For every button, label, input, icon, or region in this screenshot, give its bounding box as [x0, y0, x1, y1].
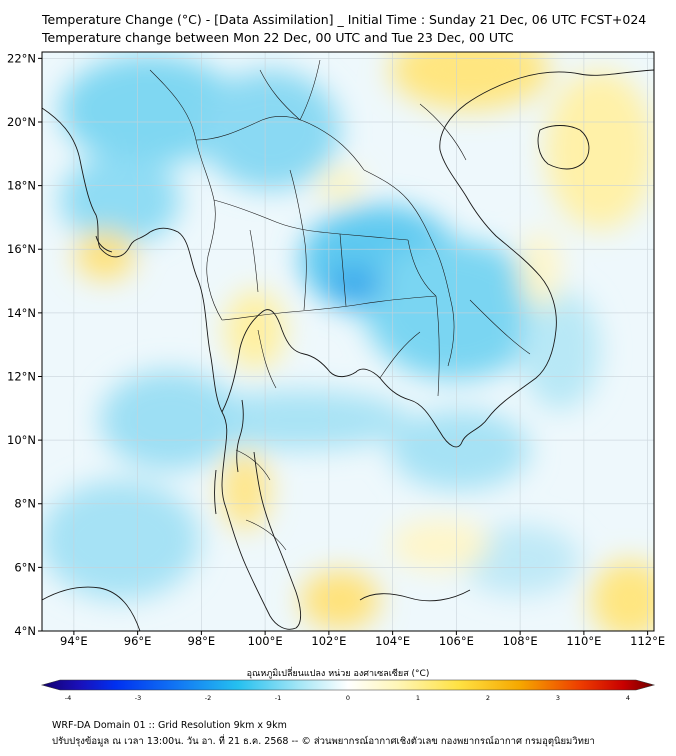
colorbar-bar	[40, 679, 656, 691]
lon-tick-label: 104°E	[375, 634, 410, 648]
lon-tick-label: 102°E	[311, 634, 346, 648]
lon-tick-label: 108°E	[503, 634, 538, 648]
lon-tick-label: 100°E	[248, 634, 283, 648]
graticule	[42, 52, 654, 631]
map-frame	[41, 51, 655, 632]
lon-tick-label: 112°E	[630, 634, 665, 648]
lat-tick-label: 22°N	[7, 51, 36, 65]
longitude-axis: 94°E 96°E 98°E 100°E 102°E 104°E 106°E 108°E 110…	[60, 631, 665, 648]
footer-update-info: ปรับปรุงข้อมูล ณ เวลา 13:00น. วัน อา. ที…	[52, 736, 595, 747]
lat-tick-label: 12°N	[7, 369, 36, 383]
lon-tick-label: 110°E	[566, 634, 601, 648]
colorbar-tick-label: -3	[135, 694, 141, 700]
colorbar-tick-label: 4	[626, 694, 630, 700]
admin-borders	[149, 59, 531, 551]
lat-tick-label: 16°N	[7, 242, 36, 256]
latitude-axis: 22°N 20°N 18°N 16°N 14°N 12°N 10°N 8°N 6°N 4°N	[7, 51, 42, 638]
lat-tick-label: 4°N	[14, 624, 36, 638]
lat-tick-label: 8°N	[14, 497, 36, 511]
lat-tick-label: 20°N	[7, 115, 36, 129]
lon-tick-label: 96°E	[124, 634, 152, 648]
colorbar-tick-label: -2	[205, 694, 211, 700]
lat-tick-label: 18°N	[7, 179, 36, 193]
lon-tick-label: 98°E	[188, 634, 216, 648]
coastline-borders	[42, 69, 654, 631]
colorbar: -4 -3 -2 -1 0 1 2 3 4	[40, 679, 656, 700]
colorbar-tick-label: -4	[65, 694, 71, 700]
lon-tick-label: 94°E	[60, 634, 88, 648]
lat-tick-label: 10°N	[7, 433, 36, 447]
map-figure: 22°N 20°N 18°N 16°N 14°N 12°N 10°N 8°N 6°N 4°N 94…	[7, 51, 665, 700]
colorbar-tick-label: -1	[275, 694, 281, 700]
colorbar-ticks: -4 -3 -2 -1 0 1 2 3 4	[65, 694, 630, 700]
colorbar-tick-label: 3	[556, 694, 560, 700]
lat-tick-label: 14°N	[7, 306, 36, 320]
colorbar-tick-label: 0	[346, 694, 350, 700]
colorbar-tick-label: 1	[416, 694, 420, 700]
chart-title: Temperature Change (°C) - [Data Assimila…	[42, 12, 647, 27]
temperature-field	[42, 52, 654, 631]
footer-model-info: WRF-DA Domain 01 :: Grid Resolution 9km …	[52, 720, 287, 731]
chart-subtitle: Temperature change between Mon 22 Dec, 0…	[42, 30, 514, 45]
colorbar-title: อุณหภูมิเปลี่ยนแปลง หน่วย องศาเซลเซียส (…	[246, 669, 430, 679]
lon-tick-label: 106°E	[439, 634, 474, 648]
lat-tick-label: 6°N	[14, 560, 36, 574]
colorbar-tick-label: 2	[486, 694, 490, 700]
